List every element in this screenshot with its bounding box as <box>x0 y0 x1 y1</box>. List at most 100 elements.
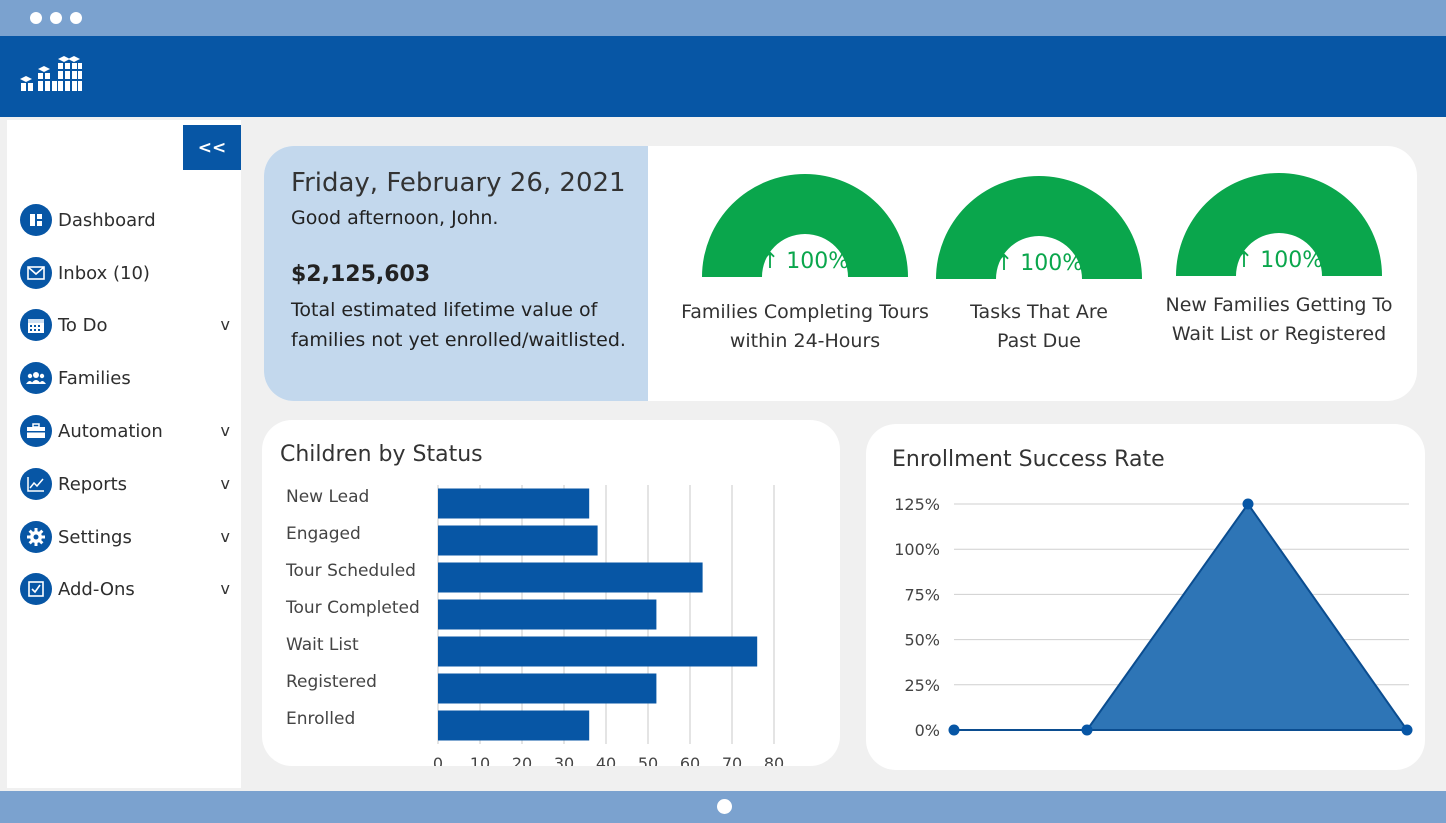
sidebar: << Dashboard Inbox (10) To Do v Familie <box>7 120 241 788</box>
arrow-up-icon: ↑ <box>1234 248 1254 273</box>
category-label: Wait List <box>286 635 359 655</box>
app-header <box>0 36 1446 117</box>
sidebar-item-inbox[interactable]: Inbox (10) <box>20 255 230 291</box>
gauge-label: New Families Getting To Wait List or Regi… <box>1165 294 1393 345</box>
sidebar-item-automation[interactable]: Automation v <box>20 413 230 449</box>
category-label: Registered <box>286 672 377 692</box>
gear-icon <box>20 521 52 553</box>
x-tick-label: 40 <box>596 754 616 766</box>
category-label: Tour Scheduled <box>286 561 416 581</box>
gauge-label: Families Completing Tours within 24-Hours <box>681 301 929 352</box>
enrollment-success-card: Enrollment Success Rate 125% 100% 75% 50% 25… <box>866 424 1425 770</box>
sidebar-item-reports[interactable]: Reports v <box>20 466 230 502</box>
checkbox-icon <box>20 573 52 605</box>
data-point <box>948 724 960 736</box>
window-dot-3 <box>70 12 82 24</box>
x-tick-label: 50 <box>638 754 658 766</box>
chevron-down-icon[interactable]: v <box>220 421 230 440</box>
app-body: << Dashboard Inbox (10) To Do v Familie <box>0 117 1446 791</box>
calendar-icon <box>20 309 52 341</box>
people-icon <box>20 362 52 394</box>
y-tick-label: 100% <box>894 540 940 559</box>
y-tick-label: 75% <box>904 585 940 604</box>
chart-line-icon <box>20 468 52 500</box>
chart-title: Children by Status <box>280 442 483 467</box>
arrow-up-icon: ↑ <box>994 251 1014 276</box>
chevron-down-icon[interactable]: v <box>220 474 230 493</box>
gauge-new-families[interactable]: ↑ 100% New Families Getting To Wait List … <box>1165 166 1393 345</box>
category-label: Enrolled <box>286 709 356 729</box>
lifetime-value-amount: $2,125,603 <box>291 262 431 287</box>
sidebar-item-label: Add-Ons <box>58 578 135 600</box>
bar <box>438 673 657 704</box>
sidebar-item-label: Automation <box>58 420 163 442</box>
greeting: Good afternoon, John. <box>291 207 499 229</box>
data-point <box>1242 498 1254 510</box>
home-indicator <box>717 799 732 814</box>
window-dot-1 <box>30 12 42 24</box>
x-tick-label: 10 <box>470 754 490 766</box>
gauge-tours-completed[interactable]: ↑ 100% Families Completing Tours within 2… <box>681 167 929 352</box>
summary-panel: Friday, February 26, 2021 Good afternoon… <box>264 146 648 401</box>
y-tick-label: 50% <box>904 631 940 650</box>
window-dot-2 <box>50 12 62 24</box>
gauge-value: ↑ 100% <box>760 249 850 274</box>
x-tick-label: 30 <box>554 754 574 766</box>
sidebar-item-settings[interactable]: Settings v <box>20 519 230 555</box>
gauge-arc <box>702 174 908 277</box>
y-tick-label: 25% <box>904 676 940 695</box>
dashboard-icon <box>20 204 52 236</box>
children-by-status-card: Children by Status New Lead Engaged Tour… <box>262 420 840 766</box>
collapse-sidebar-button[interactable]: << <box>183 125 241 170</box>
sidebar-item-families[interactable]: Families <box>20 360 230 396</box>
gauge-tasks-past-due[interactable]: ↑ 100% Tasks That Are Past Due <box>934 169 1144 352</box>
gauge-arc <box>936 176 1142 279</box>
category-label: New Lead <box>286 487 370 507</box>
gauge-value: ↑ 100% <box>994 251 1084 276</box>
category-label: Tour Completed <box>286 598 420 618</box>
chevron-down-icon[interactable]: v <box>220 579 230 598</box>
data-point <box>1081 724 1093 736</box>
sidebar-item-todo[interactable]: To Do v <box>20 307 230 343</box>
summary-card: Friday, February 26, 2021 Good afternoon… <box>264 146 1417 401</box>
y-tick-label: 125% <box>894 495 940 514</box>
bar <box>438 599 657 630</box>
logo-icon[interactable] <box>20 54 84 96</box>
window-chrome-bottom <box>0 791 1446 823</box>
chevron-down-icon[interactable]: v <box>220 315 230 334</box>
x-tick-label: 20 <box>512 754 532 766</box>
chart-title: Enrollment Success Rate <box>892 447 1165 472</box>
briefcase-icon <box>20 415 52 447</box>
sidebar-item-addons[interactable]: Add-Ons v <box>20 571 230 607</box>
x-tick-label: 0 <box>433 754 443 766</box>
category-label: Engaged <box>286 524 361 544</box>
area-fill <box>1085 502 1409 731</box>
lifetime-value-description: Total estimated lifetime value of famili… <box>291 299 626 351</box>
envelope-icon <box>20 257 52 289</box>
y-tick-label: 0% <box>915 721 940 740</box>
sidebar-item-label: Families <box>58 367 131 389</box>
x-tick-label: 70 <box>722 754 742 766</box>
sidebar-item-label: To Do <box>58 314 108 336</box>
gauge-arc <box>1176 173 1382 276</box>
sidebar-item-dashboard[interactable]: Dashboard <box>20 202 230 238</box>
gauge-label: Tasks That Are Past Due <box>970 301 1108 352</box>
current-date: Friday, February 26, 2021 <box>291 168 626 198</box>
sidebar-item-label: Settings <box>58 526 132 548</box>
x-tick-label: 80 <box>764 754 784 766</box>
chevron-down-icon[interactable]: v <box>220 527 230 546</box>
bar <box>438 488 590 519</box>
bar-chart: 0 10 20 30 40 50 60 70 80 <box>433 485 784 766</box>
sidebar-item-label: Dashboard <box>58 209 156 231</box>
area-chart: 125% 100% 75% 50% 25% 0% <box>894 495 1413 740</box>
window-chrome-top <box>0 0 1446 36</box>
bar <box>438 525 598 556</box>
x-tick-label: 60 <box>680 754 700 766</box>
gauge-value: ↑ 100% <box>1234 248 1324 273</box>
arrow-up-icon: ↑ <box>760 249 780 274</box>
bar <box>438 636 758 667</box>
sidebar-item-label: Inbox (10) <box>58 262 150 284</box>
bar <box>438 710 590 741</box>
bar <box>438 562 703 593</box>
data-point <box>1401 724 1413 736</box>
